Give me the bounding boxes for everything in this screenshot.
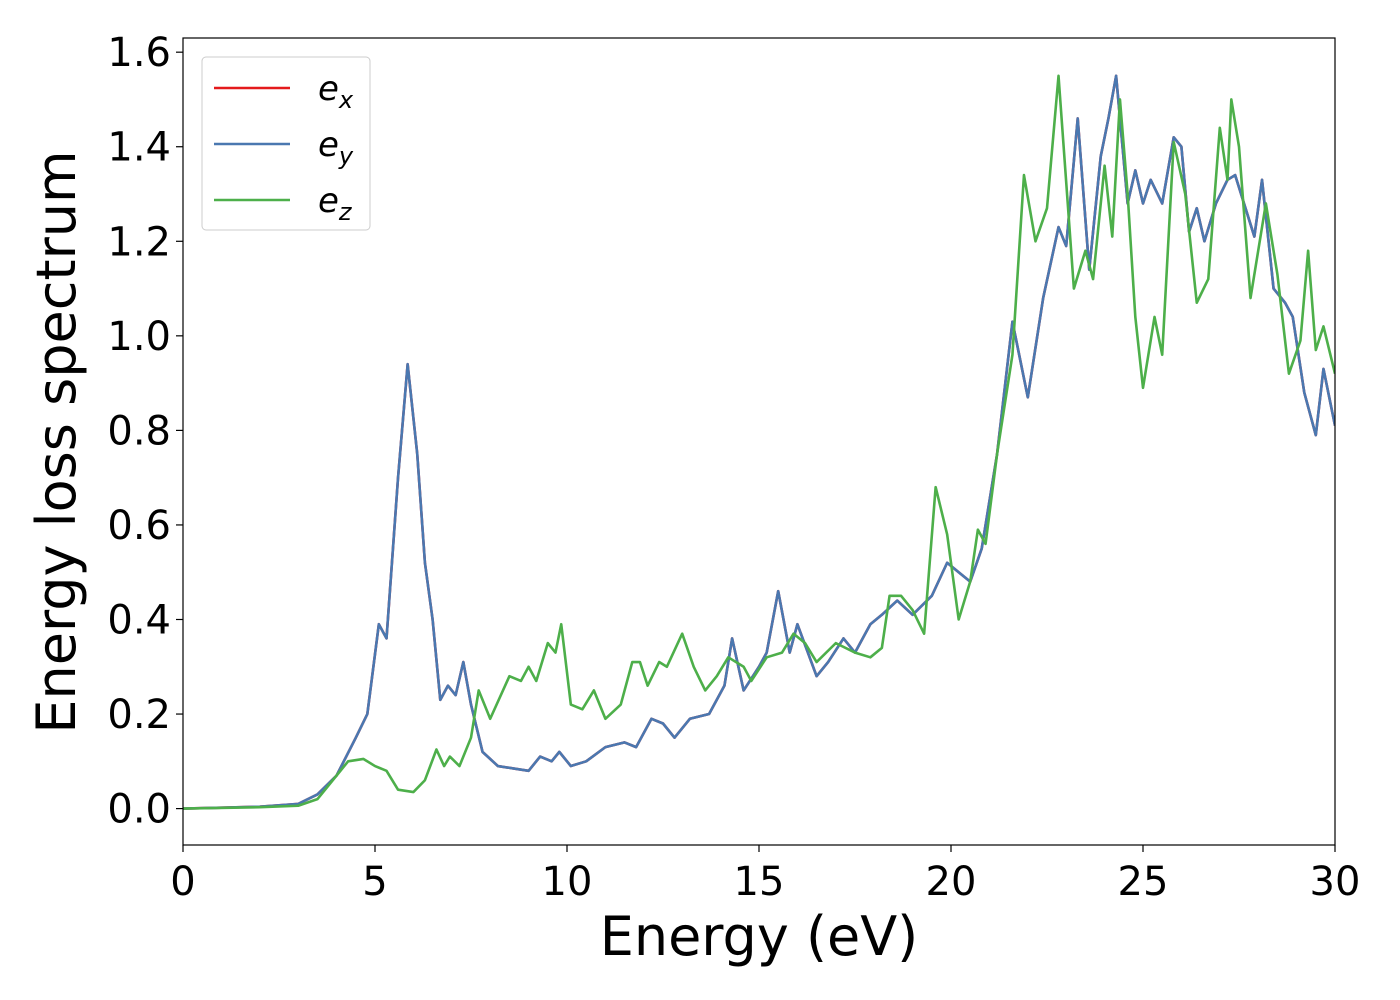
y-tick-label: 0.2	[107, 692, 171, 738]
x-tick-label: 20	[926, 859, 977, 905]
x-tick-label: 15	[734, 859, 785, 905]
y-tick-label: 0.6	[107, 503, 171, 549]
line-series	[183, 74, 1335, 810]
y-tick-label: 1.6	[107, 30, 171, 76]
y-tick-label: 1.2	[107, 219, 171, 265]
x-tick-label: 30	[1310, 859, 1361, 905]
y-tick-label: 0.8	[107, 408, 171, 454]
legend-label: ey	[318, 125, 354, 170]
x-tick-label: 0	[170, 859, 195, 905]
legend-label: ex	[318, 69, 354, 114]
y-tick-label: 1.4	[107, 125, 171, 171]
x-tick-label: 25	[1118, 859, 1169, 905]
y-tick-label: 1.0	[107, 314, 171, 360]
x-tick-label: 5	[362, 859, 387, 905]
x-axis-label: Energy (eV)	[600, 905, 919, 968]
y-axis-label: Energy loss spectrum	[25, 150, 88, 733]
legend-label: ez	[318, 181, 353, 226]
x-tick-label: 10	[542, 859, 593, 905]
y-tick-label: 0.0	[107, 787, 171, 833]
y-tick-label: 0.4	[107, 597, 171, 643]
plot-area	[183, 74, 1335, 810]
line-series	[183, 74, 1335, 810]
